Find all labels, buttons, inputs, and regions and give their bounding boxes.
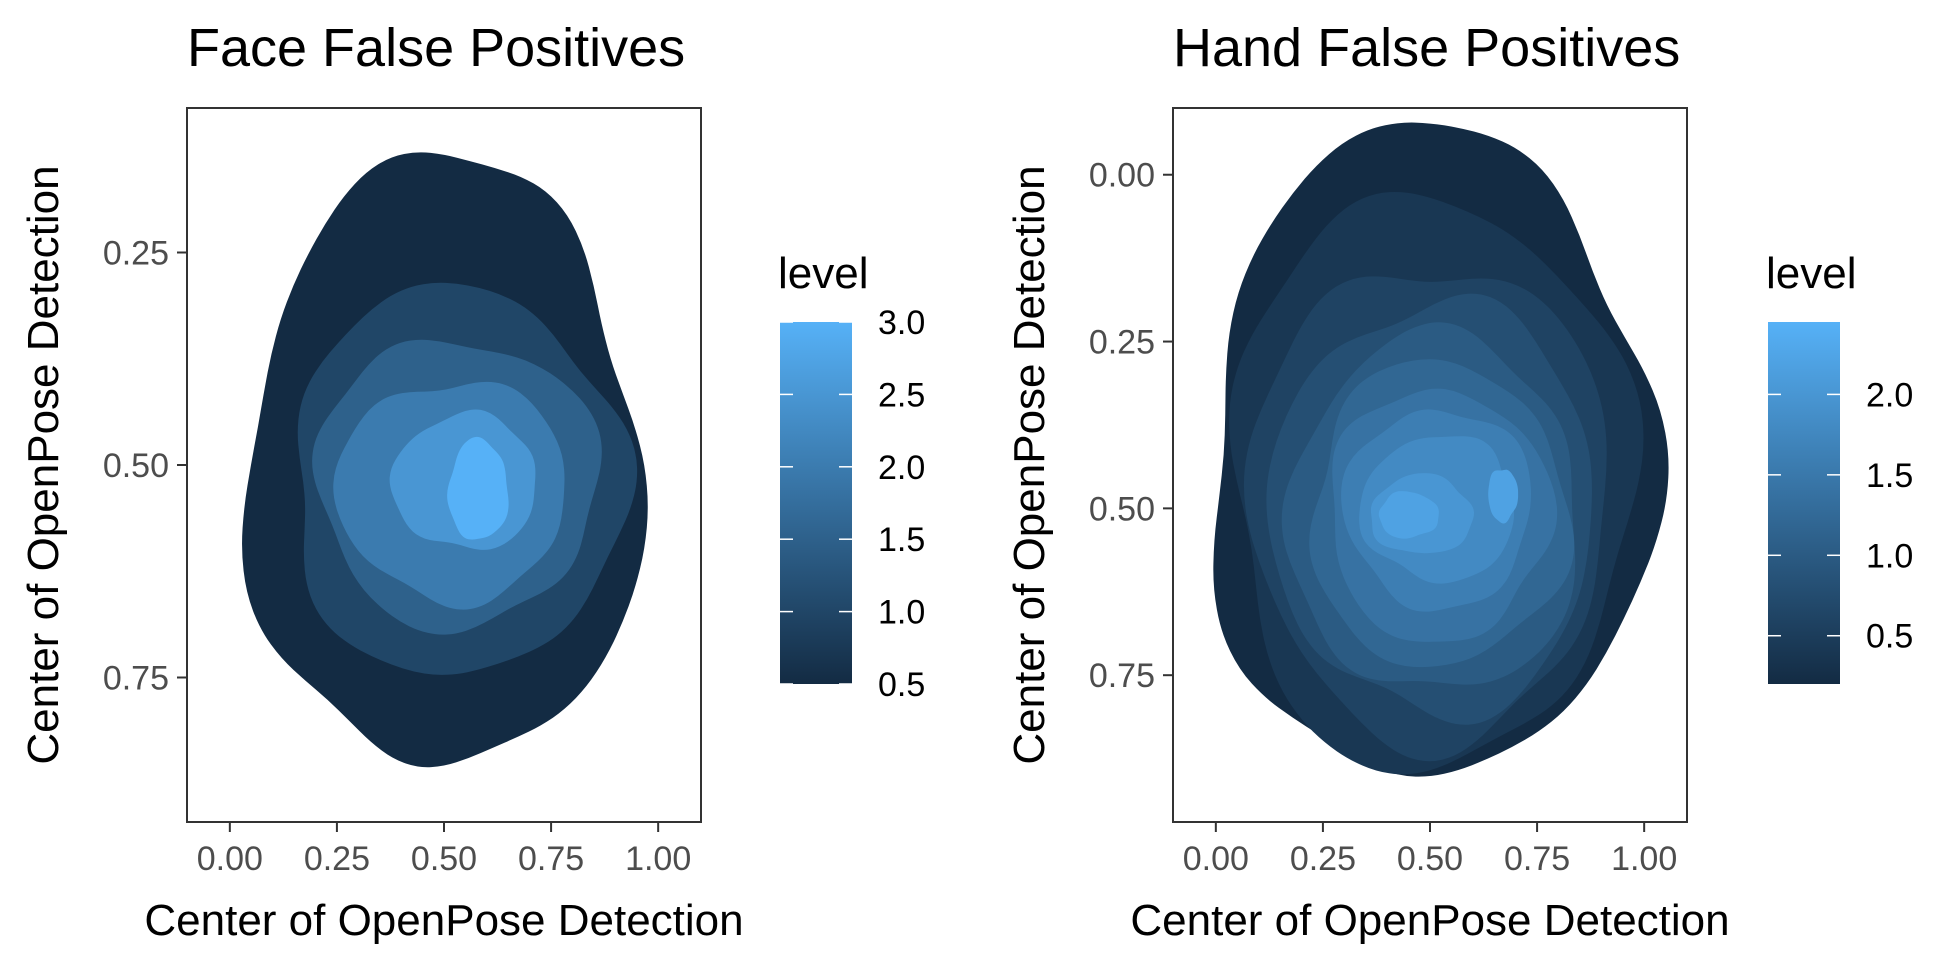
x-tick-label: 0.75 xyxy=(518,840,584,878)
face-legend-title: level xyxy=(778,249,869,298)
face-x-axis-title: Center of OpenPose Detection xyxy=(144,896,743,945)
x-tick-label: 0.00 xyxy=(1183,840,1249,878)
density-contour-band xyxy=(1488,469,1519,524)
face-chart: Face False Positives 0.00 0.25 0.50 0.75 1.0… xyxy=(19,18,925,945)
face-contours xyxy=(242,152,648,768)
x-tick-label: 1.00 xyxy=(625,840,691,878)
y-tick-label: 0.25 xyxy=(103,235,169,273)
legend-label: 1.0 xyxy=(878,594,925,632)
density-contour-band xyxy=(447,436,509,540)
face-chart-title: Face False Positives xyxy=(187,18,685,78)
x-tick-label: 1.00 xyxy=(1611,840,1677,878)
hand-legend: level 2.0 1.5 1.0 0.5 xyxy=(1766,249,1913,684)
x-tick-label: 0.75 xyxy=(1504,840,1570,878)
x-tick-label: 0.25 xyxy=(304,840,370,878)
face-legend: level 3.0 2.5 2.0 1.5 1.0 0.5 xyxy=(778,249,925,704)
y-tick-label: 0.25 xyxy=(1089,324,1155,362)
legend-label: 1.0 xyxy=(1866,537,1913,575)
face-legend-colorbar xyxy=(780,322,852,684)
hand-chart-title: Hand False Positives xyxy=(1173,18,1680,78)
hand-chart: Hand False Positives 0.00 0.25 0.50 0.75 1.0… xyxy=(1005,18,1913,945)
hand-contours xyxy=(1213,122,1669,777)
hand-x-axis: 0.00 0.25 0.50 0.75 1.00 xyxy=(1183,822,1677,878)
face-y-axis: 0.25 0.50 0.75 xyxy=(103,235,187,698)
density-contour-band xyxy=(1378,491,1439,539)
hand-legend-title: level xyxy=(1766,249,1857,298)
legend-label: 2.5 xyxy=(878,376,925,414)
legend-label: 1.5 xyxy=(878,521,925,559)
hand-legend-labels: 2.0 1.5 1.0 0.5 xyxy=(1768,376,1913,656)
legend-label: 3.0 xyxy=(878,304,925,342)
face-x-axis: 0.00 0.25 0.50 0.75 1.00 xyxy=(197,822,691,878)
y-tick-label: 0.50 xyxy=(1089,490,1155,528)
legend-label: 0.5 xyxy=(1866,618,1913,656)
legend-label: 2.0 xyxy=(878,449,925,487)
hand-legend-colorbar xyxy=(1768,322,1840,684)
y-tick-label: 0.50 xyxy=(103,447,169,485)
y-tick-label: 0.00 xyxy=(1089,157,1155,195)
x-tick-label: 0.50 xyxy=(1397,840,1463,878)
hand-x-axis-title: Center of OpenPose Detection xyxy=(1130,896,1729,945)
face-legend-labels: 3.0 2.5 2.0 1.5 1.0 0.5 xyxy=(780,304,925,704)
x-tick-label: 0.00 xyxy=(197,840,263,878)
x-tick-label: 0.50 xyxy=(411,840,477,878)
face-y-axis-title: Center of OpenPose Detection xyxy=(19,165,68,764)
legend-label: 0.5 xyxy=(878,666,925,704)
hand-y-axis: 0.00 0.25 0.50 0.75 xyxy=(1089,157,1173,695)
y-tick-label: 0.75 xyxy=(1089,657,1155,695)
x-tick-label: 0.25 xyxy=(1290,840,1356,878)
hand-y-axis-title: Center of OpenPose Detection xyxy=(1005,165,1054,764)
legend-label: 2.0 xyxy=(1866,376,1913,414)
legend-label: 1.5 xyxy=(1866,457,1913,495)
y-tick-label: 0.75 xyxy=(103,660,169,698)
